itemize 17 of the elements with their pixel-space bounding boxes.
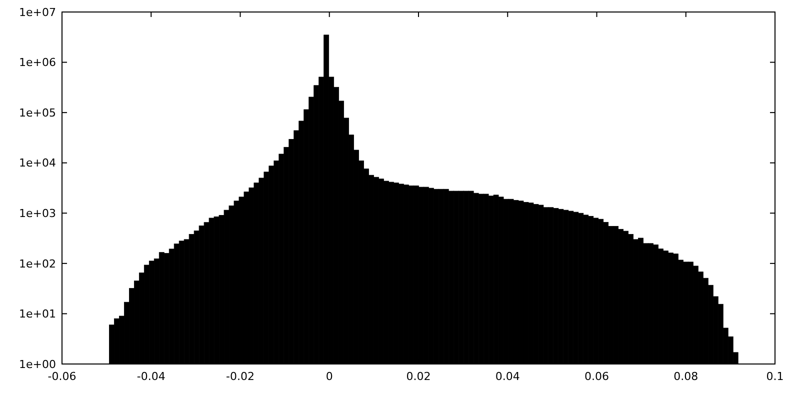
y-tick-label: 1e+04 <box>19 156 56 170</box>
x-tick-label: -0.04 <box>136 370 166 383</box>
x-tick-label: 0.04 <box>495 370 520 383</box>
y-tick-label: 1e+02 <box>19 257 56 270</box>
x-tick-label: 0 <box>326 370 333 383</box>
x-tick-label: 0.08 <box>674 370 698 383</box>
y-tick-label: 1e+05 <box>19 106 56 120</box>
x-tick-label: -0.06 <box>48 370 76 383</box>
x-tick-label: 0.02 <box>406 370 431 383</box>
x-tick-label: -0.02 <box>226 370 254 383</box>
x-tick-label: 0.06 <box>584 370 609 383</box>
y-tick-label: 1e+01 <box>19 308 56 321</box>
y-tick-label: 1e+03 <box>19 206 56 220</box>
y-tick-label: 1e+00 <box>19 358 56 371</box>
y-tick-label: 1e+07 <box>19 6 56 19</box>
x-tick-label: 0.1 <box>766 370 784 383</box>
y-tick-label: 1e+06 <box>19 56 56 70</box>
